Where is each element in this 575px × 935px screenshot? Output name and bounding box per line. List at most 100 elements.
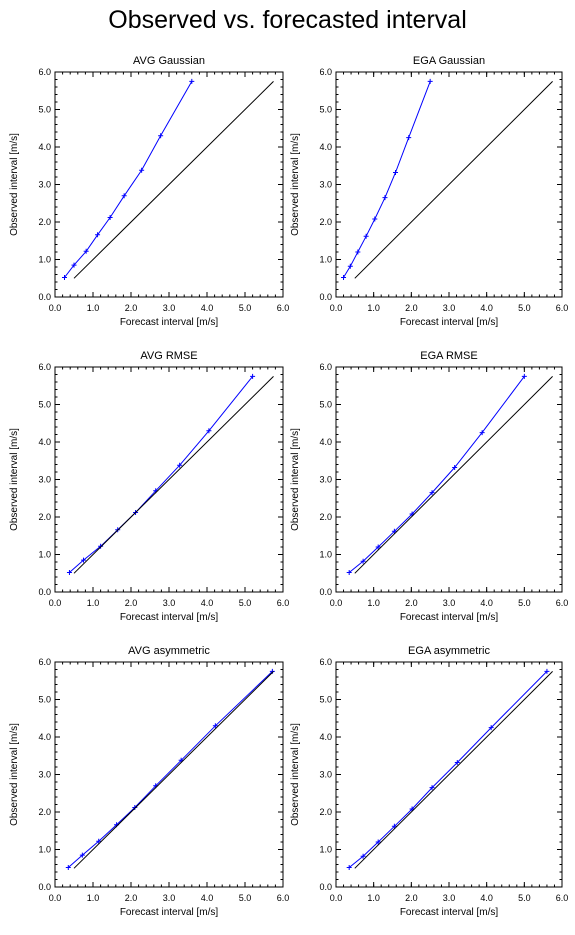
x-tick-label: 0.0 bbox=[330, 893, 343, 903]
y-tick-label: 3.0 bbox=[38, 770, 51, 780]
diagonal-line bbox=[354, 376, 553, 574]
data-point-marker bbox=[454, 760, 460, 765]
data-point-marker bbox=[488, 725, 494, 731]
x-tick-label: 3.0 bbox=[163, 303, 176, 313]
x-tick-label: 2.0 bbox=[125, 303, 138, 313]
y-tick-label: 4.0 bbox=[319, 732, 332, 742]
y-tick-label: 2.0 bbox=[319, 512, 332, 522]
data-point-marker bbox=[429, 785, 435, 791]
y-tick-label: 4.0 bbox=[319, 142, 332, 152]
data-point-marker bbox=[132, 805, 138, 810]
data-point-marker bbox=[79, 852, 85, 858]
y-tick-label: 1.0 bbox=[319, 255, 332, 265]
y-tick-label: 5.0 bbox=[38, 695, 51, 705]
data-point-marker bbox=[189, 78, 195, 84]
y-axis-label: Observed interval [m/s] bbox=[9, 428, 20, 531]
data-point-marker bbox=[521, 373, 527, 379]
data-point-marker bbox=[139, 167, 145, 173]
x-axis-label: Forecast interval [m/s] bbox=[400, 612, 499, 623]
data-point-marker bbox=[250, 373, 256, 379]
y-tick-label: 0.0 bbox=[319, 292, 332, 302]
data-point-marker bbox=[83, 248, 89, 254]
x-tick-label: 6.0 bbox=[277, 598, 290, 608]
x-tick-label: 4.0 bbox=[480, 893, 493, 903]
x-axis-label: Forecast interval [m/s] bbox=[400, 907, 499, 918]
x-tick-label: 6.0 bbox=[556, 893, 569, 903]
data-point-marker bbox=[158, 133, 164, 139]
y-tick-label: 6.0 bbox=[319, 67, 332, 77]
data-point-marker bbox=[391, 823, 397, 829]
y-tick-label: 2.0 bbox=[319, 217, 332, 227]
reliability-line bbox=[69, 376, 253, 573]
data-point-marker bbox=[121, 193, 127, 199]
chart-panel-3: AVG RMSE 0.0 1.0 2.0 3.0 4.0 5.0 6.0 0.0 1.0 2.0 3.… bbox=[9, 350, 289, 623]
x-tick-label: 4.0 bbox=[480, 303, 493, 313]
reliability-line bbox=[67, 671, 273, 868]
y-tick-label: 6.0 bbox=[38, 657, 51, 667]
x-tick-label: 1.0 bbox=[87, 893, 100, 903]
x-tick-label: 3.0 bbox=[443, 893, 456, 903]
chart-panel-5: AVG asymmetric 0.0 1.0 2.0 3.0 4.0 5.0 6.0 0.0 1.… bbox=[9, 645, 289, 918]
y-tick-label: 2.0 bbox=[38, 512, 51, 522]
data-point-marker bbox=[363, 233, 369, 239]
y-tick-label: 5.0 bbox=[319, 695, 332, 705]
data-point-marker bbox=[62, 275, 67, 280]
data-point-marker bbox=[391, 528, 397, 534]
y-axis-label: Observed interval [m/s] bbox=[290, 428, 301, 531]
chart-title: AVG RMSE bbox=[140, 350, 197, 362]
y-tick-label: 3.0 bbox=[319, 180, 332, 190]
x-axis-label: Forecast interval [m/s] bbox=[120, 612, 219, 623]
x-tick-label: 2.0 bbox=[405, 893, 418, 903]
x-axis-label: Forecast interval [m/s] bbox=[120, 907, 219, 918]
y-tick-label: 0.0 bbox=[38, 292, 51, 302]
x-tick-label: 5.0 bbox=[518, 893, 531, 903]
y-tick-label: 4.0 bbox=[38, 437, 51, 447]
data-point-marker bbox=[95, 232, 101, 238]
data-point-marker bbox=[206, 428, 212, 434]
y-tick-label: 5.0 bbox=[319, 105, 332, 115]
y-tick-label: 0.0 bbox=[319, 587, 332, 597]
chart-panel-1: AVG Gaussian 0.0 1.0 2.0 3.0 4.0 5.0 6.0 0.0 1.0 2… bbox=[9, 55, 289, 328]
chart-panel-4: EGA RMSE 0.0 1.0 2.0 3.0 4.0 5.0 6.0 0.0 1.0 2.0 3.… bbox=[290, 350, 568, 623]
chart-panel-6: EGA asymmetric 0.0 1.0 2.0 3.0 4.0 5.0 6.0 0.0 1.… bbox=[290, 645, 568, 918]
x-tick-label: 5.0 bbox=[518, 598, 531, 608]
x-axis-label: Forecast interval [m/s] bbox=[120, 317, 219, 328]
data-point-marker bbox=[96, 838, 102, 844]
x-tick-label: 4.0 bbox=[201, 303, 214, 313]
data-point-marker bbox=[212, 723, 218, 729]
y-tick-label: 1.0 bbox=[38, 550, 51, 560]
x-tick-label: 0.0 bbox=[330, 598, 343, 608]
chart-title: EGA RMSE bbox=[420, 350, 477, 362]
y-tick-label: 2.0 bbox=[38, 217, 51, 227]
x-tick-label: 0.0 bbox=[49, 303, 62, 313]
x-tick-label: 2.0 bbox=[125, 893, 138, 903]
x-tick-label: 1.0 bbox=[367, 598, 380, 608]
x-tick-label: 6.0 bbox=[277, 893, 290, 903]
data-point-marker bbox=[429, 490, 435, 496]
x-tick-label: 1.0 bbox=[367, 303, 380, 313]
y-tick-label: 2.0 bbox=[38, 807, 51, 817]
x-tick-label: 5.0 bbox=[239, 303, 252, 313]
x-tick-label: 4.0 bbox=[201, 598, 214, 608]
y-tick-label: 4.0 bbox=[319, 437, 332, 447]
x-tick-label: 3.0 bbox=[443, 303, 456, 313]
y-tick-label: 0.0 bbox=[38, 587, 51, 597]
y-tick-label: 4.0 bbox=[38, 142, 51, 152]
y-tick-label: 5.0 bbox=[38, 105, 51, 115]
x-tick-label: 4.0 bbox=[201, 893, 214, 903]
data-point-marker bbox=[360, 853, 366, 859]
y-tick-label: 6.0 bbox=[38, 362, 51, 372]
y-tick-label: 4.0 bbox=[38, 732, 51, 742]
data-point-marker bbox=[355, 249, 361, 255]
y-tick-label: 0.0 bbox=[319, 882, 332, 892]
y-tick-label: 6.0 bbox=[319, 362, 332, 372]
y-axis-label: Observed interval [m/s] bbox=[290, 133, 301, 236]
data-point-marker bbox=[341, 275, 347, 280]
diagonal-line bbox=[73, 671, 274, 869]
diagonal-line bbox=[354, 81, 553, 279]
data-point-marker bbox=[382, 195, 388, 201]
data-point-marker bbox=[346, 865, 352, 870]
data-point-marker bbox=[66, 570, 72, 575]
data-point-marker bbox=[177, 462, 183, 468]
